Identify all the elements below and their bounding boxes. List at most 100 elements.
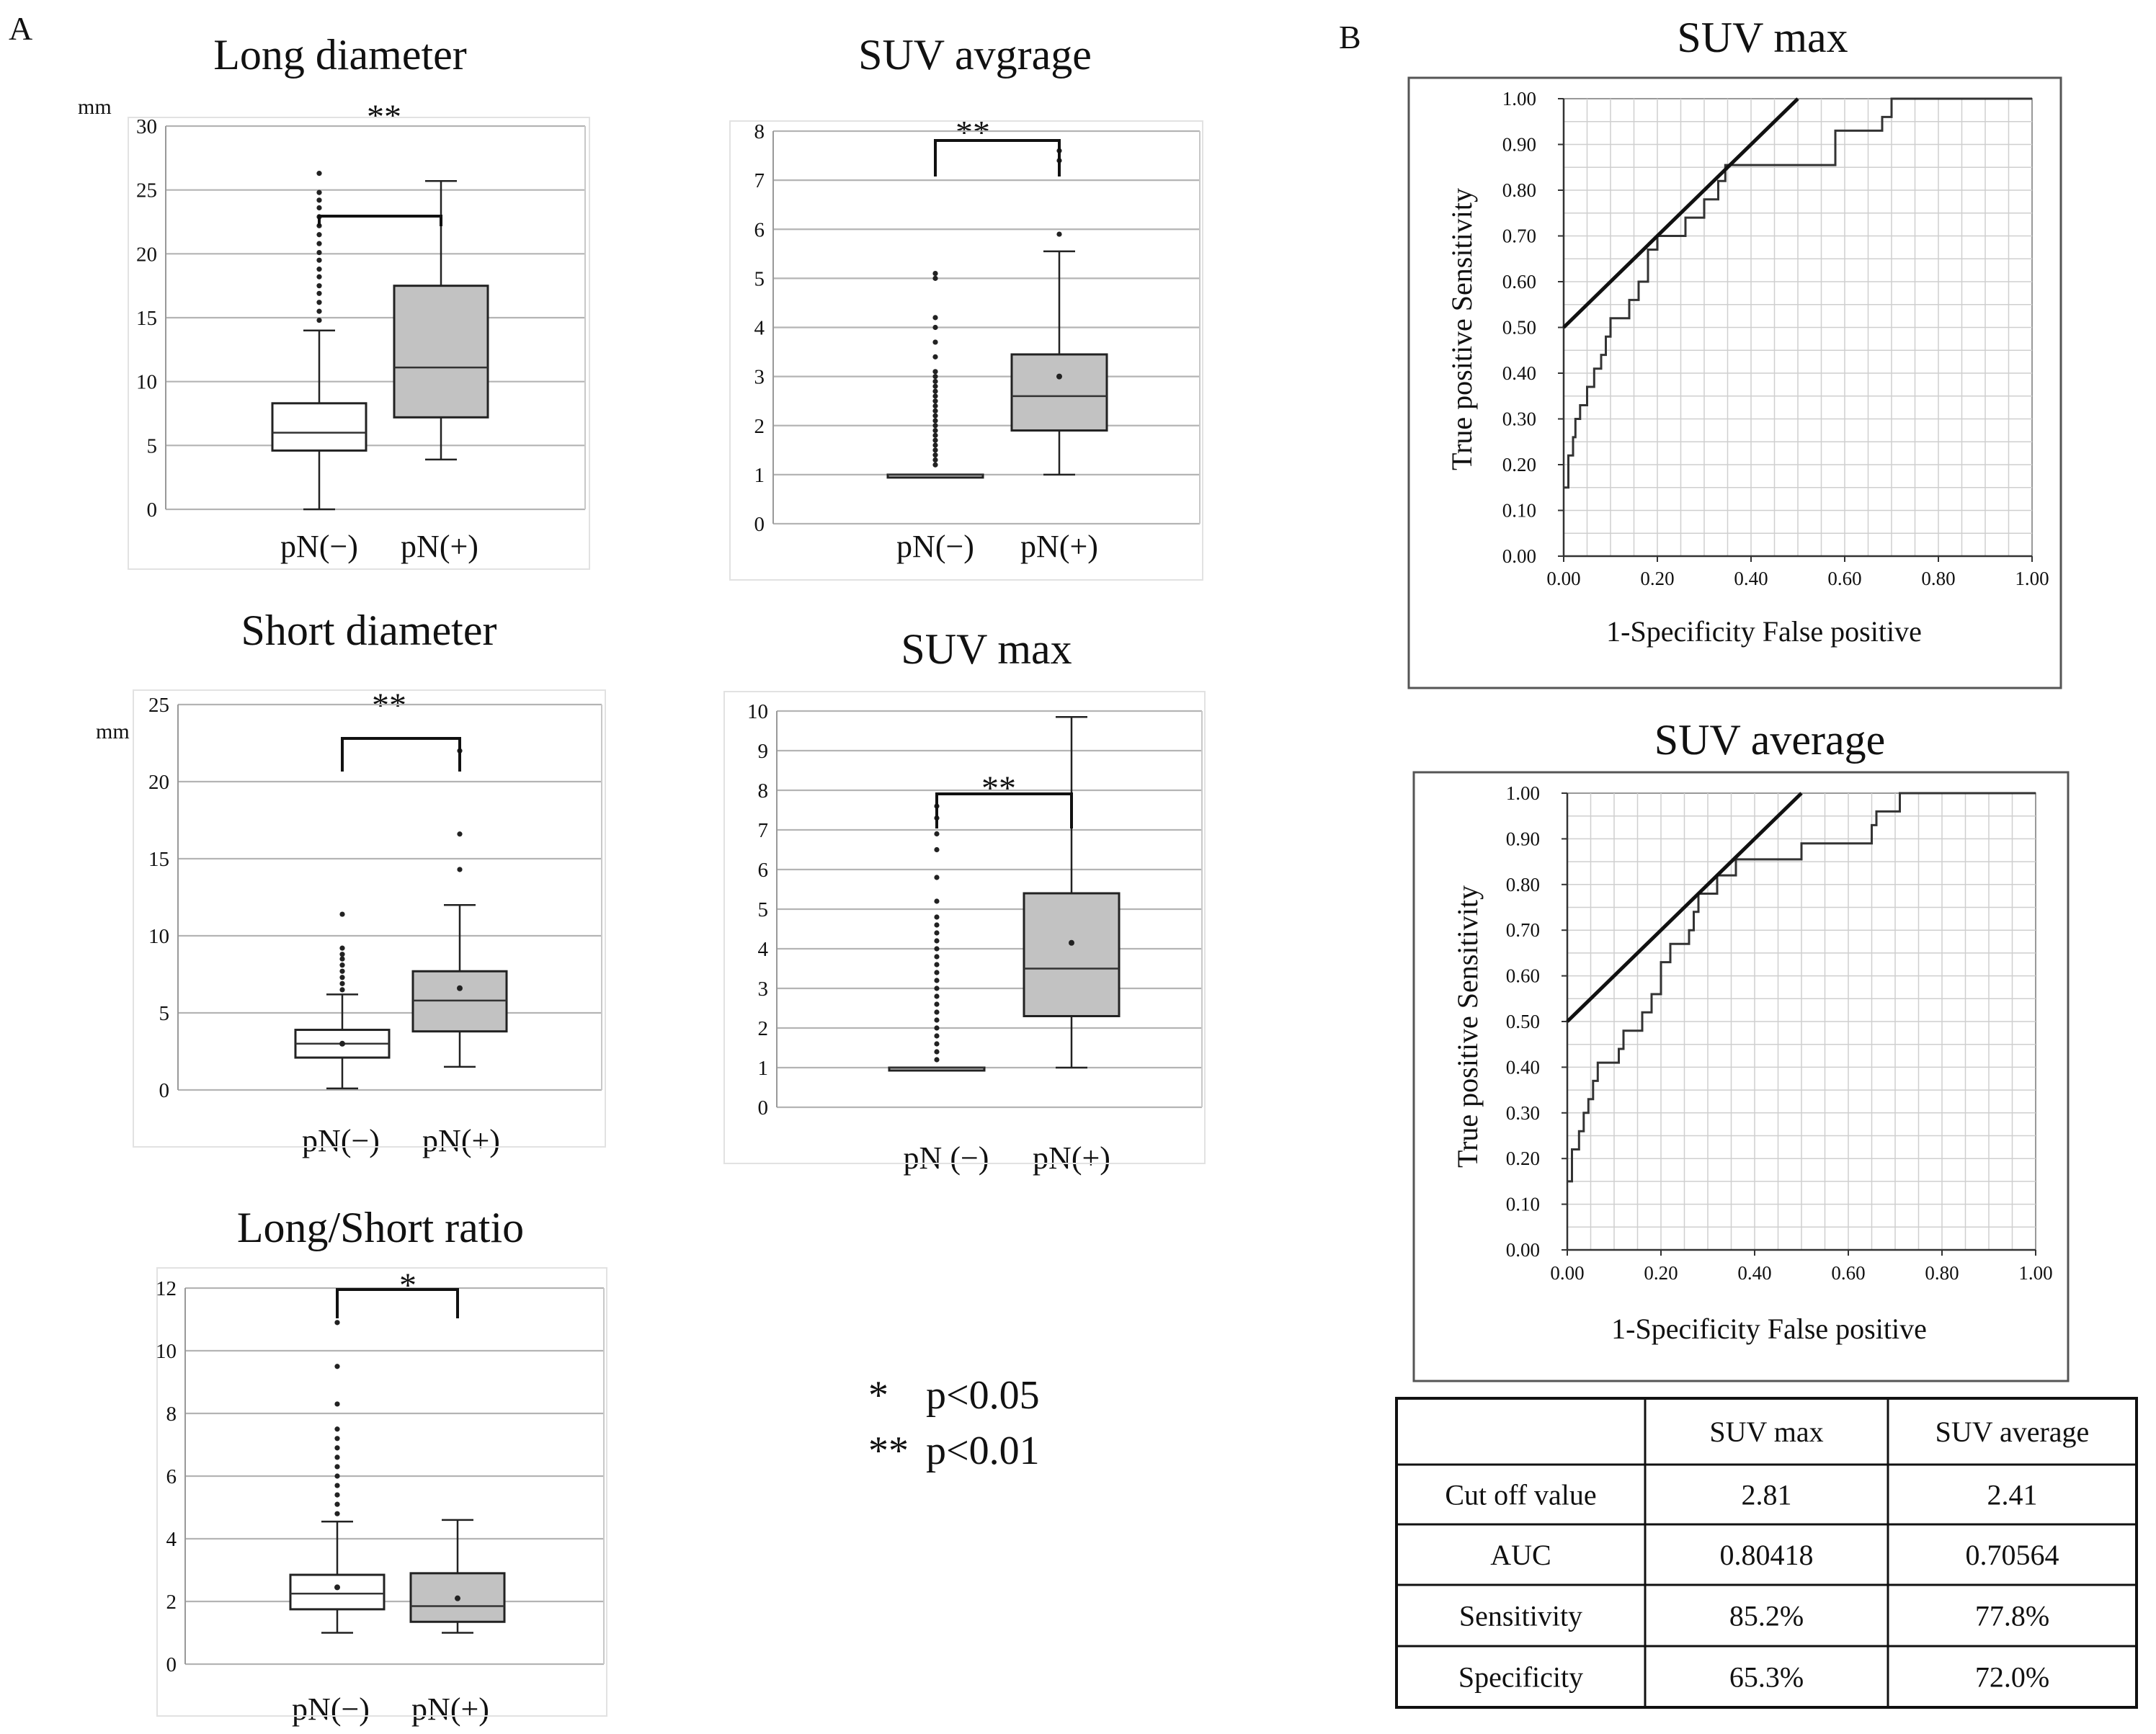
outlier-point xyxy=(932,339,938,345)
outlier-point xyxy=(334,1320,340,1326)
significance-marker: ** xyxy=(981,769,1016,808)
outlier-point xyxy=(934,1025,940,1031)
roc-marks: 0.00 0.10 0.20 0.30 0.40 0.50 0.60 0.70 0.80 0.90… xyxy=(1502,88,2049,589)
outlier-point xyxy=(934,898,940,904)
outlier-point xyxy=(334,1473,340,1479)
box-iqr xyxy=(271,402,368,452)
plot-frame xyxy=(729,120,1203,581)
x-tick-label: 0.80 xyxy=(1921,568,1955,589)
y-tick-label: 20 xyxy=(136,243,157,266)
cutoff-tangent-line xyxy=(1566,792,1803,1023)
outlier-point xyxy=(1056,231,1062,237)
outlier-point xyxy=(334,1464,340,1470)
legend-symbol: ** xyxy=(868,1429,909,1473)
mean-marker xyxy=(1056,373,1062,380)
outlier-point xyxy=(932,442,938,448)
y-tick-label: 0.00 xyxy=(1502,545,1536,567)
outlier-point xyxy=(339,980,345,986)
y-tick-label: 15 xyxy=(148,848,169,871)
box-plot-marks: 0 1 2 3 4 5 6 7 8 9 10 xyxy=(723,691,1206,1164)
category-label: pN(−) xyxy=(280,529,358,564)
y-tick-label: 6 xyxy=(758,859,769,882)
x-tick-label: 0.20 xyxy=(1644,1262,1678,1284)
outlier-point xyxy=(457,867,463,872)
outlier-point xyxy=(316,232,322,238)
y-tick-label: 12 xyxy=(156,1277,177,1300)
x-tick-label: 0.00 xyxy=(1550,1262,1584,1284)
outlier-point xyxy=(934,938,940,944)
table-cell: 77.8% xyxy=(1975,1600,2049,1632)
outlier-point xyxy=(334,1401,340,1407)
y-tick-label: 4 xyxy=(754,317,765,340)
significance-legend: * p<0.05 ** p<0.01 xyxy=(868,1373,1040,1473)
outlier-point xyxy=(316,241,322,246)
roc-panel-border xyxy=(1412,771,2070,1382)
mean-marker xyxy=(1069,939,1074,946)
outlier-point xyxy=(339,952,345,957)
table-cell: Sensitivity xyxy=(1459,1600,1582,1632)
y-tick-label: 0.50 xyxy=(1506,1011,1540,1032)
outlier-point xyxy=(932,388,938,394)
table-cell: 2.41 xyxy=(1987,1479,2038,1511)
mean-marker xyxy=(455,1595,460,1601)
roc-results-table: SUV max SUV average Cut off value 2.81 2.41 A… xyxy=(1395,1397,2138,1709)
outlier-point xyxy=(932,369,938,375)
outlier-point xyxy=(334,1501,340,1507)
outlier-point xyxy=(932,393,938,399)
panel-label-a: A xyxy=(9,10,32,47)
y-tick-label: 9 xyxy=(758,740,769,763)
significance-marker: ** xyxy=(372,687,406,725)
significance-bracket xyxy=(341,737,461,772)
outlier-point xyxy=(339,945,345,951)
plot-frame xyxy=(133,689,606,1148)
cutoff-tangent-line xyxy=(1562,97,1799,329)
y-tick-label: 0.60 xyxy=(1502,271,1536,292)
x-tick-label: 0.40 xyxy=(1734,568,1768,589)
y-tick-label: 1.00 xyxy=(1506,782,1540,804)
outlier-point xyxy=(316,249,322,256)
outlier-point xyxy=(934,922,940,928)
plot-frame xyxy=(156,1267,607,1717)
outlier-point xyxy=(934,1041,940,1047)
outlier-point xyxy=(334,1364,340,1369)
legend-text: p<0.05 xyxy=(926,1373,1040,1418)
outlier-point xyxy=(316,257,322,263)
outlier-point xyxy=(934,986,940,991)
y-tick-label: 3 xyxy=(754,366,765,389)
significance-bracket xyxy=(935,792,1073,828)
x-tick-label: 0.20 xyxy=(1640,568,1674,589)
outlier-point xyxy=(316,197,322,203)
table-cell: 85.2% xyxy=(1729,1600,1804,1632)
y-tick-label: 10 xyxy=(148,925,169,948)
y-tick-label: 6 xyxy=(754,218,765,241)
y-tick-label: 4 xyxy=(758,938,769,961)
y-tick-label: 0.80 xyxy=(1506,874,1540,895)
outlier-point xyxy=(934,846,940,853)
y-tick-label: 25 xyxy=(136,179,157,202)
y-tick-label: 7 xyxy=(754,169,765,192)
y-tick-label: 4 xyxy=(166,1528,177,1551)
outlier-point xyxy=(932,408,938,414)
outlier-point xyxy=(339,987,345,993)
category-label: pN(+) xyxy=(401,529,478,564)
outlier-point xyxy=(932,457,938,463)
box-iqr xyxy=(1010,353,1108,432)
outlier-point xyxy=(316,317,322,323)
roc-curve-suv-average: SUV average 1-Specificity False positive… xyxy=(1412,716,2070,1382)
table-cell: 65.3% xyxy=(1729,1661,1804,1694)
y-tick-label: 0.40 xyxy=(1506,1056,1540,1078)
y-tick-label: 0.00 xyxy=(1506,1239,1540,1261)
outlier-point xyxy=(316,300,322,305)
y-tick-label: 0.30 xyxy=(1502,408,1536,430)
mean-marker xyxy=(339,1040,345,1047)
category-label: pN(+) xyxy=(1033,1140,1110,1176)
roc-panel-border xyxy=(1407,76,2062,689)
y-tick-label: 0.70 xyxy=(1502,225,1536,247)
y-tick-label: 0.70 xyxy=(1506,919,1540,941)
outlier-point xyxy=(932,432,938,438)
y-tick-label: 0 xyxy=(166,1653,177,1676)
y-tick-label: 8 xyxy=(754,120,765,143)
box-plot-marks: 0 2 4 6 8 10 12 xyxy=(156,1267,607,1717)
outlier-point xyxy=(334,1492,340,1498)
